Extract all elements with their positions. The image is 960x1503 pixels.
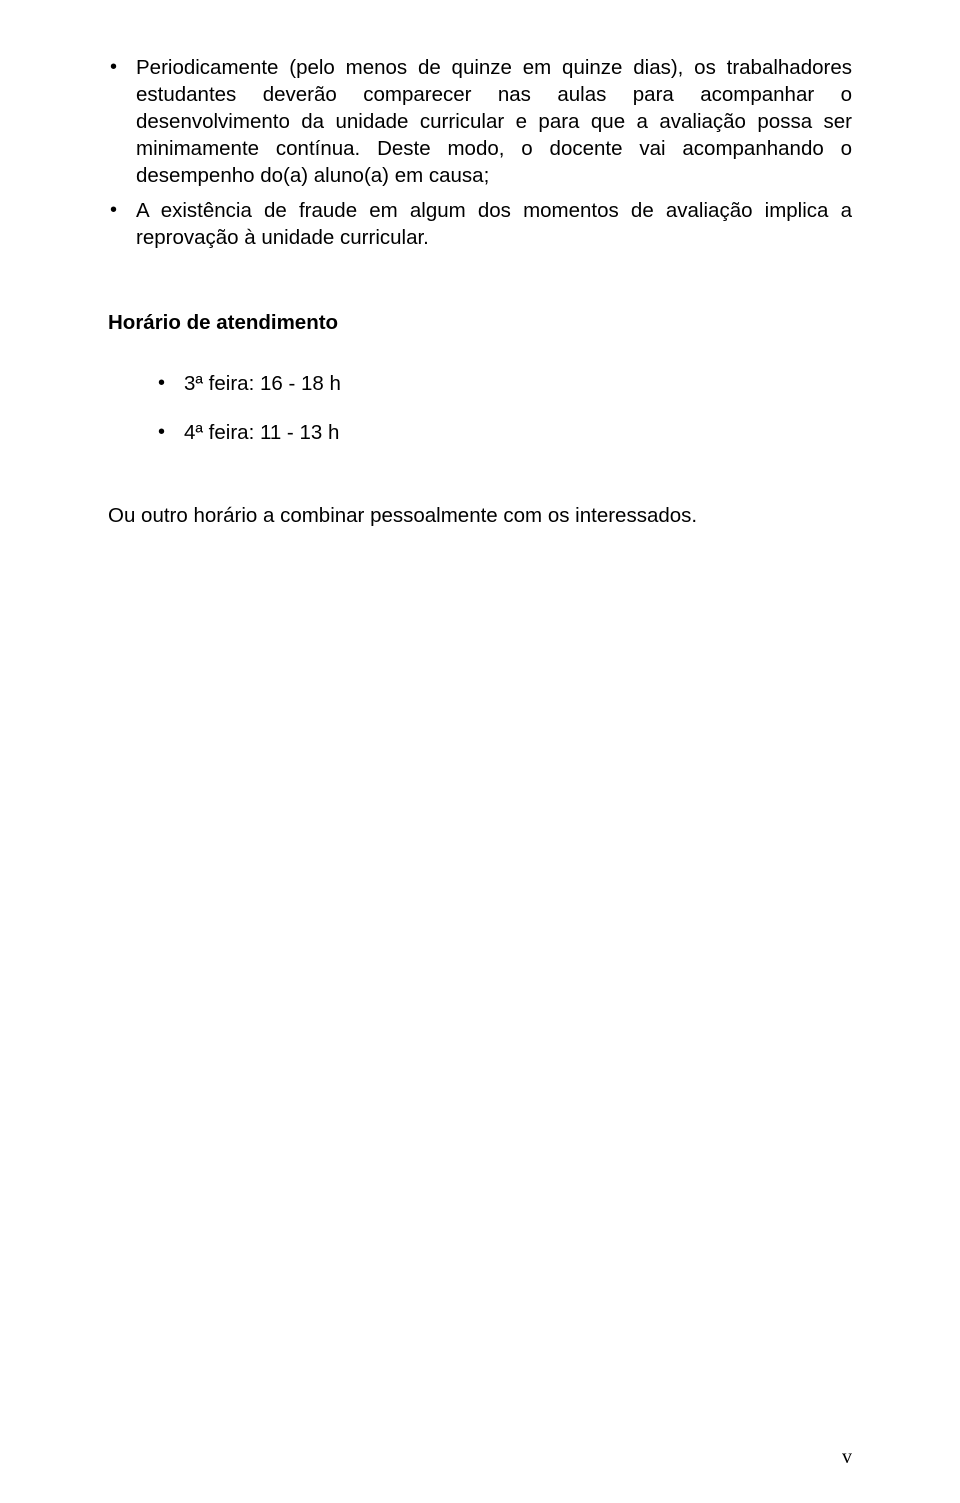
bullet-text: A existência de fraude em algum dos mome… (136, 197, 852, 251)
schedule-list: • 3ª feira: 16 - 18 h • 4ª feira: 11 - 1… (158, 370, 852, 446)
bullet-icon: • (158, 419, 184, 446)
list-item: • A existência de fraude em algum dos mo… (108, 197, 852, 251)
list-item: • 4ª feira: 11 - 13 h (158, 419, 852, 446)
section-heading: Horário de atendimento (108, 309, 852, 336)
page-number: v (842, 1446, 852, 1469)
list-item: • 3ª feira: 16 - 18 h (158, 370, 852, 397)
list-item: • Periodicamente (pelo menos de quinze e… (108, 54, 852, 189)
schedule-text: 4ª feira: 11 - 13 h (184, 419, 852, 446)
document-page: • Periodicamente (pelo menos de quinze e… (0, 0, 960, 1503)
top-bullet-list: • Periodicamente (pelo menos de quinze e… (108, 54, 852, 251)
bullet-icon: • (158, 370, 184, 397)
schedule-text: 3ª feira: 16 - 18 h (184, 370, 852, 397)
closing-text: Ou outro horário a combinar pessoalmente… (108, 502, 852, 529)
bullet-icon: • (108, 197, 136, 224)
bullet-icon: • (108, 54, 136, 81)
bullet-text: Periodicamente (pelo menos de quinze em … (136, 54, 852, 189)
